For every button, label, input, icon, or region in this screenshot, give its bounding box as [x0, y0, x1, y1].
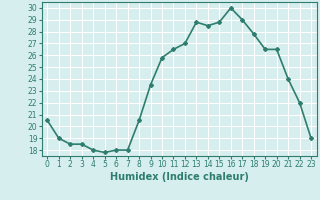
X-axis label: Humidex (Indice chaleur): Humidex (Indice chaleur)	[110, 172, 249, 182]
